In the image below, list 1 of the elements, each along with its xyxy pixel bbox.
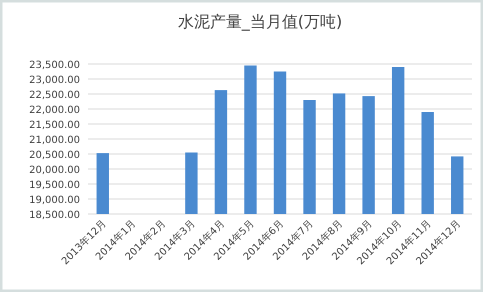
title: 水泥产量_当月值(万吨) <box>178 12 342 31</box>
